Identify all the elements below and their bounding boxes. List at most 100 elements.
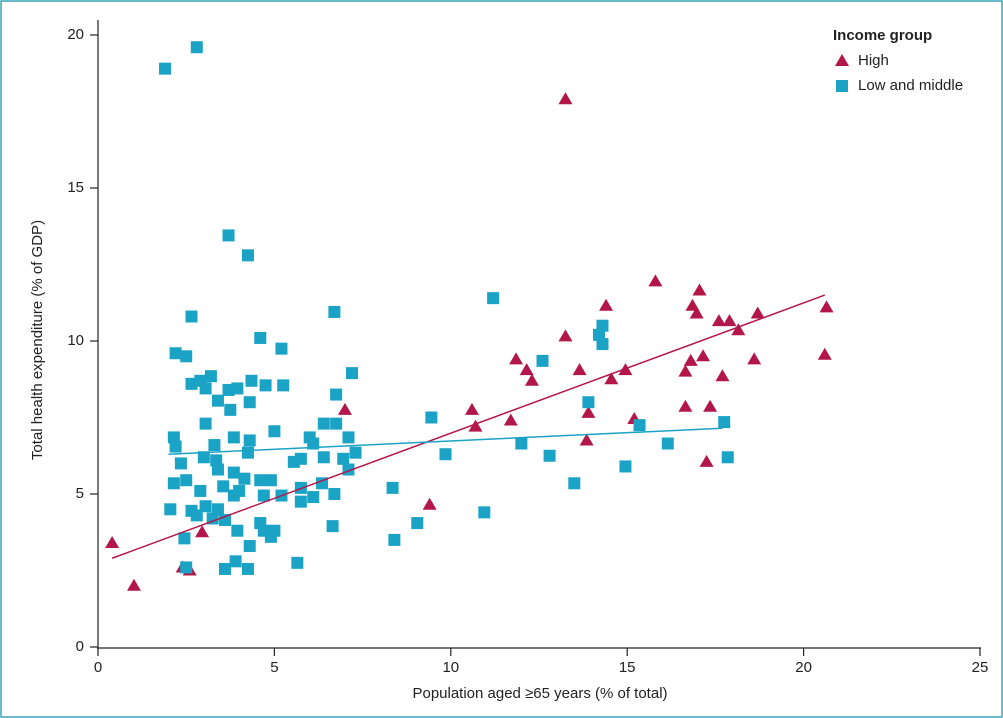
point [238, 472, 251, 485]
point [275, 342, 288, 355]
point [425, 411, 438, 424]
point [388, 533, 401, 546]
point [342, 431, 355, 444]
point [330, 388, 343, 401]
legend-marker [835, 54, 849, 66]
point [703, 399, 718, 412]
point [699, 454, 714, 467]
x-tick-label: 5 [270, 659, 278, 676]
point [572, 363, 587, 376]
point [581, 405, 596, 418]
point [468, 419, 483, 432]
point [317, 451, 330, 464]
legend-label: High [858, 52, 889, 69]
point [696, 349, 711, 362]
point [190, 41, 203, 54]
point [721, 451, 734, 464]
point [478, 506, 491, 519]
point [180, 350, 193, 363]
point [711, 314, 726, 327]
x-axis-label: Population aged ≥65 years (% of total) [412, 685, 667, 702]
legend-label: Low and middle [858, 77, 963, 94]
point [422, 497, 437, 510]
point [524, 373, 539, 386]
point [317, 417, 330, 430]
point [731, 323, 746, 336]
point [596, 319, 609, 332]
y-tick-label: 15 [67, 179, 84, 196]
point [596, 338, 609, 351]
point [515, 437, 528, 450]
point [210, 454, 223, 467]
point [747, 352, 762, 365]
point [579, 433, 594, 446]
point [194, 484, 207, 497]
point [167, 477, 180, 490]
point [174, 457, 187, 470]
point [819, 300, 834, 313]
point [227, 466, 240, 479]
point [599, 298, 614, 311]
point [199, 500, 212, 513]
point [190, 509, 203, 522]
point [257, 489, 270, 502]
point [211, 463, 224, 476]
x-tick-label: 15 [619, 659, 636, 676]
point [105, 535, 120, 548]
point [558, 329, 573, 342]
y-axis-label: Total health expenditure (% of GDP) [29, 220, 46, 460]
point [185, 310, 198, 323]
point [224, 403, 237, 416]
point [264, 474, 277, 487]
point [268, 425, 281, 438]
point [543, 449, 556, 462]
point [199, 417, 212, 430]
point [503, 413, 518, 426]
point [231, 524, 244, 537]
point [536, 354, 549, 367]
point [254, 331, 267, 344]
x-tick-label: 10 [442, 659, 459, 676]
point [633, 419, 646, 432]
point [254, 474, 267, 487]
point [349, 446, 362, 459]
point [330, 417, 343, 430]
x-tick-label: 0 [94, 659, 102, 676]
point [337, 452, 350, 465]
point [678, 364, 693, 377]
point [683, 353, 698, 366]
point [661, 437, 674, 450]
point [307, 491, 320, 504]
point [259, 379, 272, 392]
point [689, 306, 704, 319]
point [291, 556, 304, 569]
y-tick-label: 10 [67, 332, 84, 349]
point [678, 399, 693, 412]
point [592, 328, 605, 341]
point [195, 525, 210, 538]
point [178, 532, 191, 545]
point [568, 477, 581, 490]
point [180, 474, 193, 487]
point [519, 363, 534, 376]
point [241, 446, 254, 459]
point [558, 92, 573, 105]
point [217, 480, 230, 493]
point [243, 434, 256, 447]
point [227, 489, 240, 502]
trend-line [168, 427, 723, 455]
point [464, 402, 479, 415]
point [337, 402, 352, 415]
point [227, 431, 240, 444]
x-tick-label: 25 [972, 659, 989, 676]
trend-line [111, 294, 826, 559]
y-tick-label: 5 [76, 485, 84, 502]
point [386, 481, 399, 494]
point [197, 451, 210, 464]
point [307, 437, 320, 450]
point [169, 347, 182, 360]
point [326, 520, 339, 533]
point [126, 578, 141, 591]
point [159, 62, 172, 75]
